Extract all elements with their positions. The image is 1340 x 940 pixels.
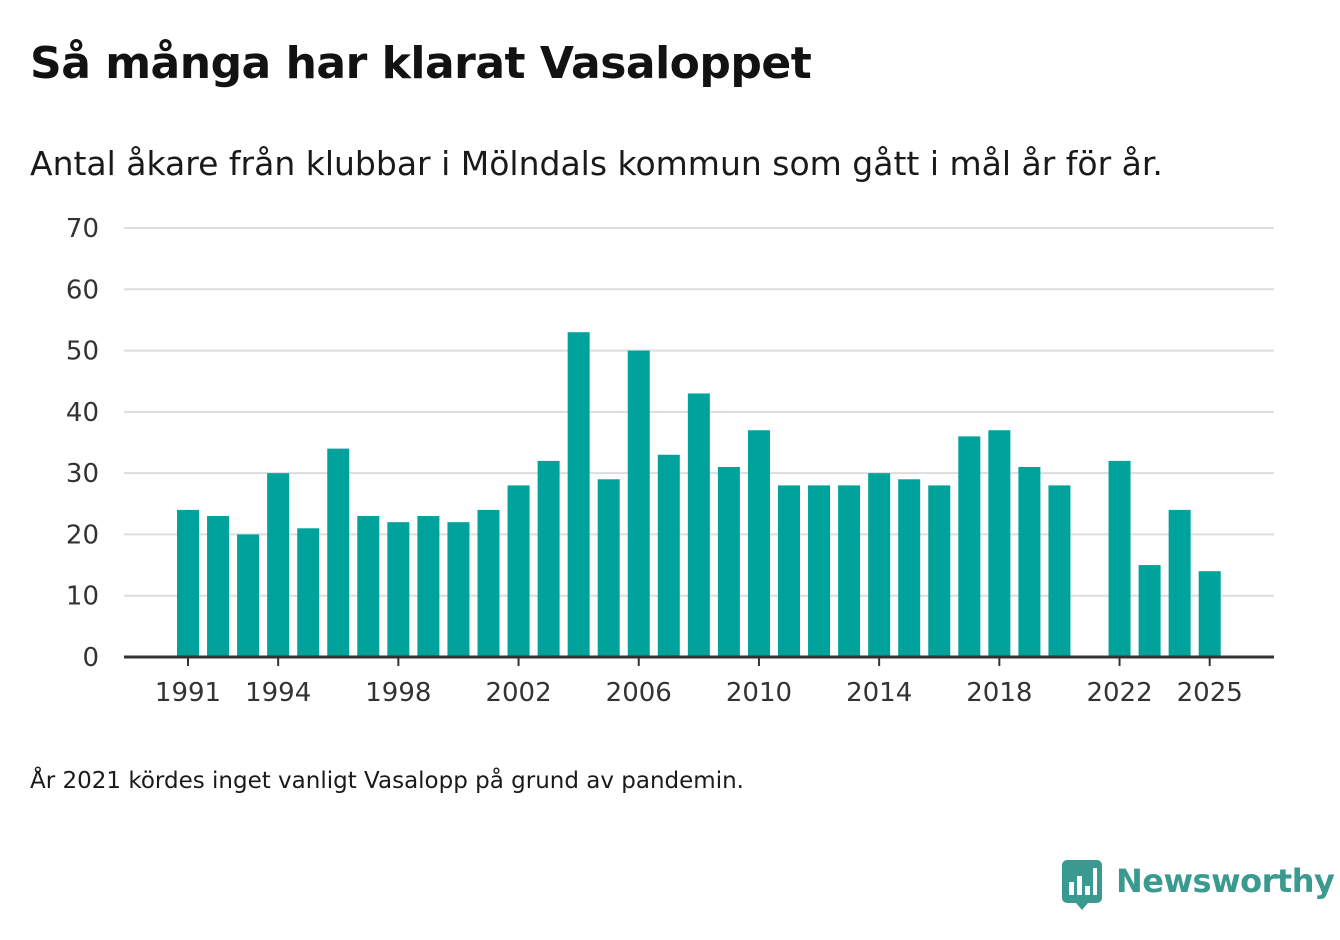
bar-2003 — [537, 460, 560, 657]
bar-1993 — [237, 534, 260, 657]
y-tick-label-40: 40 — [66, 398, 99, 428]
bar-2010 — [747, 430, 770, 657]
bar-2009 — [717, 467, 740, 657]
bar-2014 — [868, 473, 891, 657]
bar-2018 — [988, 430, 1011, 657]
bar-2020 — [1048, 485, 1071, 657]
x-tick-label-1991: 1991 — [155, 678, 221, 708]
x-tick-label-2025: 2025 — [1177, 678, 1243, 708]
brand[interactable]: Newsworthy — [1062, 860, 1335, 912]
chart-subtitle: Antal åkare från klubbar i Mölndals komm… — [30, 144, 1163, 183]
bar-1996 — [327, 448, 350, 657]
bar-chart: 0 10 20 30 40 50 60 70 1991 1994 1998 2002 2006 2010… — [66, 214, 1274, 708]
bar-2023 — [1138, 565, 1161, 657]
bar-1997 — [357, 516, 380, 657]
y-tick-label-10: 10 — [66, 582, 99, 612]
bar-2004 — [567, 332, 590, 657]
bar-2001 — [477, 509, 500, 657]
bar-2017 — [958, 436, 981, 657]
bar-2025 — [1198, 571, 1221, 657]
bar-2002 — [507, 485, 530, 657]
x-tick-label-2002: 2002 — [485, 678, 551, 708]
y-tick-label-30: 30 — [66, 459, 99, 489]
bar-2012 — [808, 485, 831, 657]
y-tick-label-60: 60 — [66, 275, 99, 305]
newsworthy-logo-icon — [1062, 860, 1102, 910]
x-tick-label-1998: 1998 — [365, 678, 431, 708]
y-tick-label-70: 70 — [66, 214, 99, 244]
x-tick-label-2022: 2022 — [1086, 678, 1152, 708]
bar-1998 — [387, 522, 410, 657]
bar-2011 — [778, 485, 800, 657]
x-axis — [124, 655, 1274, 666]
bar-1991 — [177, 509, 199, 657]
bar-2016 — [928, 485, 951, 657]
bar-1994 — [267, 473, 290, 657]
bar-2024 — [1168, 509, 1191, 657]
bar-2005 — [597, 479, 620, 657]
x-tick-label-2018: 2018 — [966, 678, 1032, 708]
y-tick-label-20: 20 — [66, 520, 99, 550]
bars — [177, 332, 1221, 657]
bar-2006 — [627, 350, 650, 657]
footnote: År 2021 kördes inget vanligt Vasalopp på… — [30, 768, 744, 794]
x-axis-labels: 1991 1994 1998 2002 2006 2010 2014 2018 2022 2025 — [155, 678, 1243, 708]
chart-title: Så många har klarat Vasaloppet — [30, 38, 812, 89]
bar-2022 — [1108, 460, 1131, 657]
bar-2007 — [657, 454, 680, 657]
x-tick-label-2014: 2014 — [846, 678, 912, 708]
bar-1999 — [417, 516, 440, 657]
x-tick-label-2006: 2006 — [606, 678, 672, 708]
bar-2008 — [687, 393, 710, 657]
bar-2019 — [1018, 467, 1041, 657]
x-tick-label-1994: 1994 — [245, 678, 311, 708]
bar-2013 — [838, 485, 861, 657]
y-axis-labels: 0 10 20 30 40 50 60 70 — [66, 214, 99, 673]
y-tick-label-50: 50 — [66, 337, 99, 367]
bar-1992 — [207, 516, 230, 657]
bar-1995 — [297, 528, 320, 657]
x-tick-label-2010: 2010 — [726, 678, 792, 708]
y-tick-label-0: 0 — [82, 643, 99, 673]
brand-name[interactable]: Newsworthy — [1116, 862, 1335, 900]
bar-2000 — [447, 522, 470, 657]
bar-2015 — [898, 479, 921, 657]
